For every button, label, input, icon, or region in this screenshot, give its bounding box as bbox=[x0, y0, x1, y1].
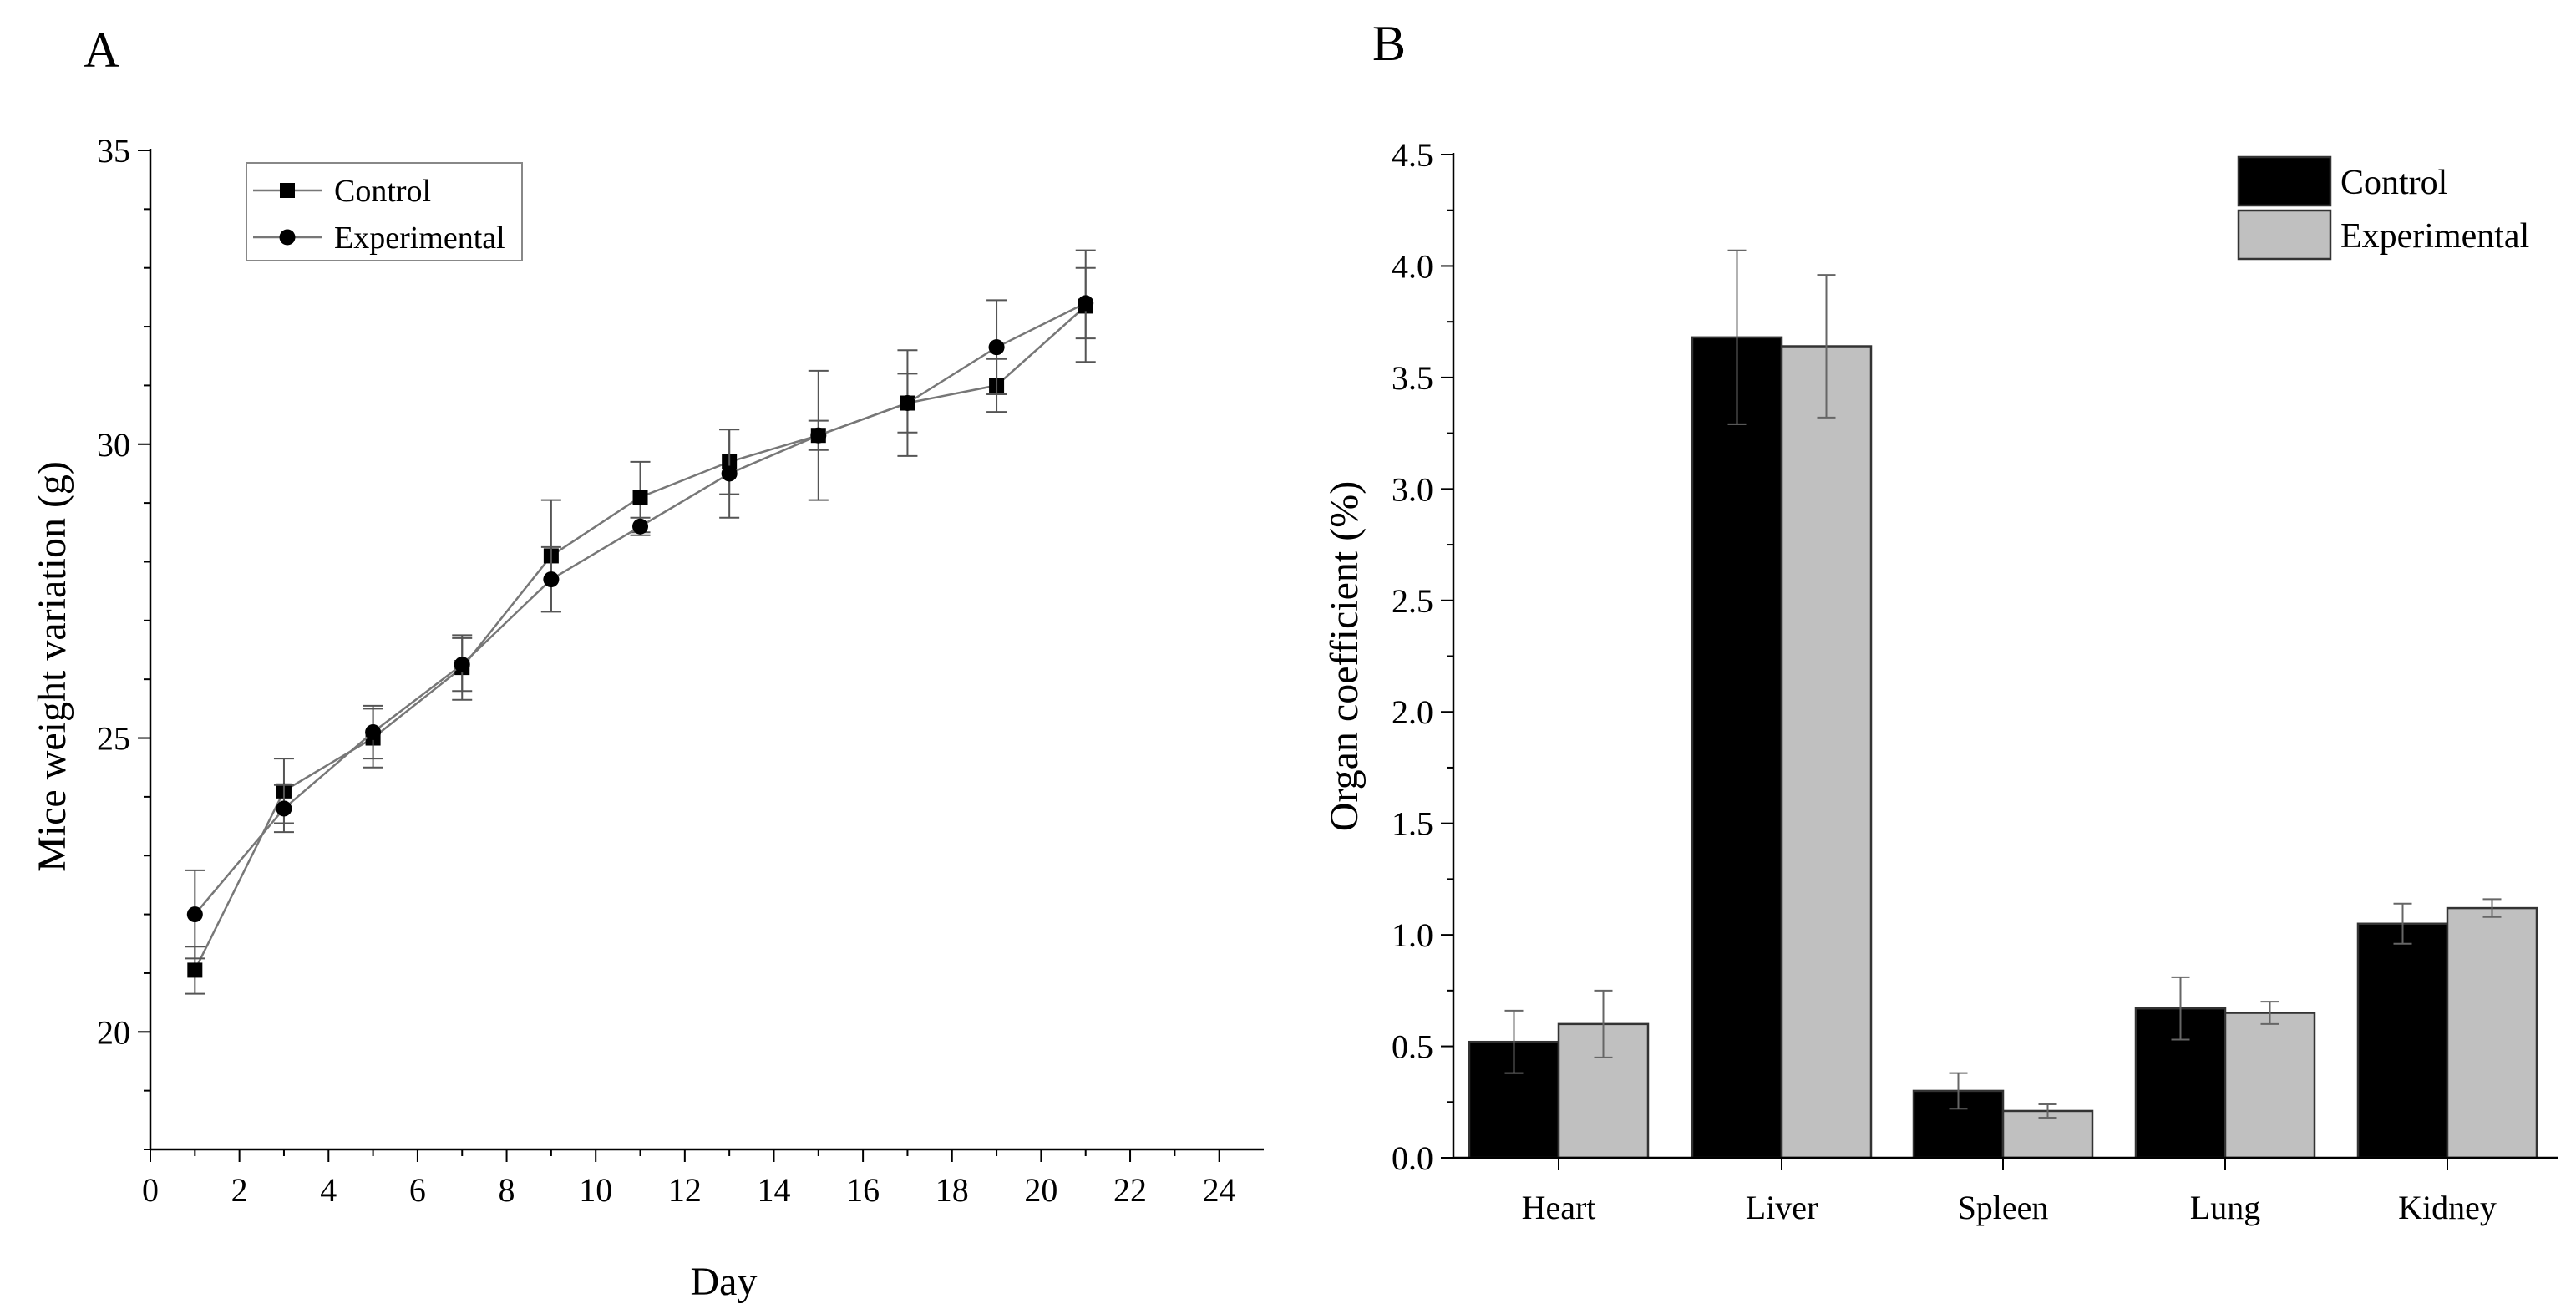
category-label: Heart bbox=[1522, 1189, 1596, 1226]
legend-marker-experimental bbox=[279, 229, 296, 246]
y-tick-label: 2.0 bbox=[1392, 693, 1433, 731]
panel-b-label: B bbox=[1372, 16, 1406, 71]
data-point-experimental bbox=[899, 395, 915, 412]
bar-control bbox=[2356, 922, 2449, 1159]
data-point-experimental bbox=[988, 339, 1005, 356]
data-point-experimental bbox=[276, 800, 292, 817]
legend-box bbox=[246, 162, 523, 261]
data-point-experimental bbox=[810, 427, 827, 444]
x-tick-label: 22 bbox=[1113, 1171, 1147, 1209]
category-label: Lung bbox=[2190, 1189, 2260, 1226]
y-tick-label: 1.0 bbox=[1392, 916, 1433, 954]
y-tick-label: 3.0 bbox=[1392, 470, 1433, 508]
x-tick-label: 18 bbox=[936, 1171, 969, 1209]
category-label: Spleen bbox=[1958, 1189, 2049, 1226]
data-point-experimental bbox=[632, 518, 649, 535]
x-tick-label: 10 bbox=[579, 1171, 612, 1209]
legend-label: Control bbox=[334, 174, 431, 209]
data-point-control bbox=[187, 962, 203, 978]
x-tick-label: 2 bbox=[231, 1171, 248, 1209]
data-point-experimental bbox=[721, 465, 738, 482]
y-tick-label: 25 bbox=[97, 720, 130, 758]
x-tick-label: 14 bbox=[757, 1171, 790, 1209]
y-tick-label: 3.5 bbox=[1392, 359, 1433, 397]
legend-swatch-control bbox=[2237, 155, 2332, 207]
series-line-control bbox=[194, 305, 1087, 971]
y-axis-label: Organ coefficient (%) bbox=[1322, 481, 1367, 831]
data-point-control bbox=[632, 490, 648, 505]
data-point-experimental bbox=[543, 571, 560, 588]
data-point-experimental bbox=[186, 906, 203, 923]
x-tick-label: 8 bbox=[499, 1171, 515, 1209]
y-axis-label: Mice weight variation (g) bbox=[30, 461, 74, 872]
x-tick-label: 24 bbox=[1203, 1171, 1236, 1209]
bar-experimental bbox=[2224, 1012, 2316, 1159]
y-tick-label: 4.5 bbox=[1392, 136, 1433, 174]
x-tick-label: 16 bbox=[846, 1171, 880, 1209]
x-tick-label: 20 bbox=[1024, 1171, 1057, 1209]
x-tick-label: 12 bbox=[668, 1171, 702, 1209]
x-tick-label: 6 bbox=[409, 1171, 426, 1209]
legend-label: Experimental bbox=[334, 221, 505, 256]
bar-experimental bbox=[2446, 906, 2538, 1159]
y-tick-label: 0.0 bbox=[1392, 1139, 1433, 1177]
y-tick-label: 2.5 bbox=[1392, 582, 1433, 620]
y-tick-label: 35 bbox=[97, 132, 130, 170]
panel-a-label: A bbox=[84, 23, 119, 78]
legend-swatch-experimental bbox=[2237, 209, 2332, 261]
legend-label: Control bbox=[2340, 164, 2447, 202]
legend-marker-control bbox=[280, 183, 295, 198]
data-point-experimental bbox=[454, 657, 470, 673]
bar-control bbox=[1691, 336, 1783, 1159]
y-tick-label: 20 bbox=[97, 1013, 130, 1051]
x-axis-label: Day bbox=[691, 1260, 758, 1304]
x-tick-label: 4 bbox=[320, 1171, 337, 1209]
y-tick-label: 30 bbox=[97, 426, 130, 464]
data-point-experimental bbox=[365, 723, 382, 740]
y-tick-label: 4.0 bbox=[1392, 247, 1433, 285]
bar-experimental bbox=[2001, 1109, 2094, 1159]
x-tick-label: 0 bbox=[142, 1171, 159, 1209]
legend-label: Experimental bbox=[2340, 217, 2529, 256]
y-tick-label: 1.5 bbox=[1392, 805, 1433, 843]
data-point-experimental bbox=[1078, 295, 1094, 312]
bar-experimental bbox=[1780, 345, 1873, 1159]
category-label: Kidney bbox=[2398, 1189, 2497, 1226]
organ-coefficient-bar-chart: Heart Liver Spleen Lung Kidney 0.0 0.5 1.0 1.5 2.… bbox=[1322, 136, 2558, 1226]
y-tick-label: 0.5 bbox=[1392, 1028, 1433, 1066]
category-label: Liver bbox=[1746, 1189, 1818, 1226]
